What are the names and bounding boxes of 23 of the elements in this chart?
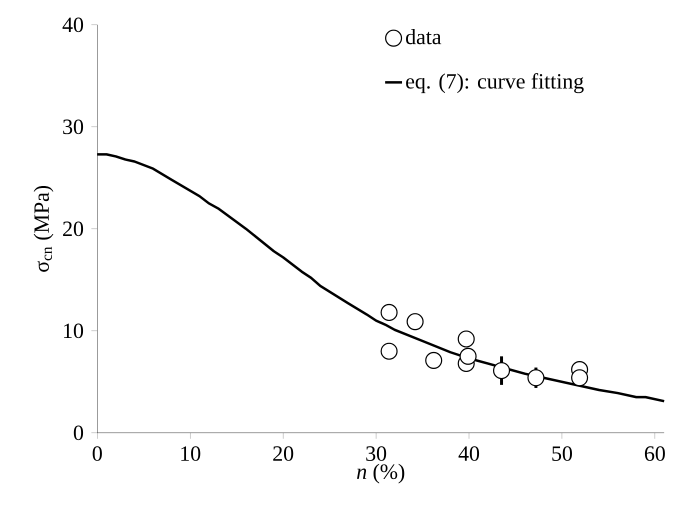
x-tick-label: 60 xyxy=(644,446,665,461)
point xyxy=(425,352,442,369)
point xyxy=(493,362,510,380)
legend-label: data xyxy=(406,28,442,44)
x-tick-label: 30 xyxy=(366,446,386,461)
point xyxy=(406,313,424,330)
y-tick-label: 10 xyxy=(64,323,84,338)
x-axis-title: n (%) xyxy=(357,464,404,484)
point xyxy=(571,369,588,386)
y-tick-label: 0 xyxy=(74,425,84,440)
x-tick-label: 10 xyxy=(181,446,200,461)
point xyxy=(380,304,398,321)
x-tick-label: 50 xyxy=(552,446,572,461)
legend-label: eq. (7): curve fitting xyxy=(406,73,584,94)
point xyxy=(460,348,477,365)
x-tick-label: 20 xyxy=(273,446,294,461)
point xyxy=(527,369,544,386)
y-tick-label: 40 xyxy=(62,17,84,32)
y-axis-title: σ$_{cn}$ (MPa) xyxy=(34,186,54,272)
x-tick-label: 40 xyxy=(458,446,480,461)
y-tick-label: 20 xyxy=(63,221,84,236)
y-tick-label: 30 xyxy=(63,119,84,134)
x-tick-label: 0 xyxy=(92,446,102,461)
